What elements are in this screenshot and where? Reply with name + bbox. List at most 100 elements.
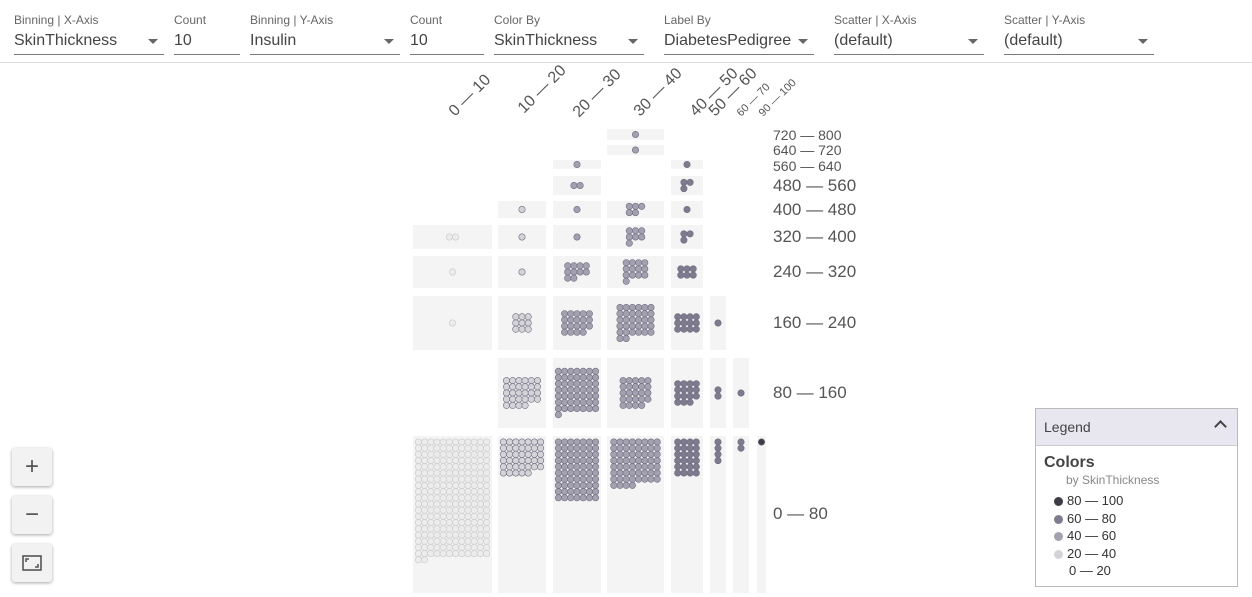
data-point bbox=[414, 550, 422, 558]
data-point bbox=[573, 392, 581, 400]
data-point bbox=[421, 494, 429, 502]
data-point bbox=[458, 550, 466, 558]
data-point bbox=[641, 444, 649, 452]
data-point bbox=[554, 444, 562, 452]
data-point bbox=[421, 475, 429, 483]
binning-x-axis-dropdown[interactable]: Binning | X-Axis SkinThickness bbox=[14, 0, 164, 60]
bin-cell bbox=[757, 436, 766, 593]
color-by-value: SkinThickness bbox=[494, 32, 598, 49]
zoom-in-button[interactable]: + bbox=[12, 448, 52, 486]
data-point bbox=[628, 457, 636, 465]
data-point bbox=[458, 519, 466, 527]
data-point bbox=[561, 398, 569, 406]
data-point bbox=[647, 444, 655, 452]
data-point bbox=[576, 182, 584, 190]
data-point bbox=[518, 457, 526, 465]
data-point bbox=[452, 525, 460, 533]
y-bin-label: 400 — 480 bbox=[773, 200, 856, 219]
data-point bbox=[414, 525, 422, 533]
data-point bbox=[647, 475, 655, 483]
data-point bbox=[567, 475, 575, 483]
data-point bbox=[647, 463, 655, 471]
data-point bbox=[530, 444, 538, 452]
data-point bbox=[554, 481, 562, 489]
data-point bbox=[561, 444, 569, 452]
data-point bbox=[464, 506, 472, 514]
data-point bbox=[631, 131, 639, 139]
data-point bbox=[483, 475, 491, 483]
x-count-input[interactable]: Count 10 bbox=[174, 0, 240, 60]
data-point bbox=[470, 531, 478, 539]
data-point bbox=[622, 469, 630, 477]
data-point bbox=[421, 444, 429, 452]
data-point bbox=[592, 450, 600, 458]
data-point bbox=[644, 389, 652, 397]
data-point bbox=[625, 209, 633, 217]
data-point bbox=[610, 475, 618, 483]
data-point bbox=[585, 386, 593, 394]
data-point bbox=[537, 444, 545, 452]
data-point bbox=[524, 313, 532, 321]
legend-swatch bbox=[1054, 514, 1063, 524]
data-point bbox=[427, 525, 435, 533]
data-point bbox=[524, 438, 532, 446]
data-point bbox=[622, 457, 630, 465]
data-point bbox=[635, 475, 643, 483]
data-point bbox=[537, 463, 545, 471]
data-point bbox=[616, 334, 624, 342]
data-point bbox=[464, 444, 472, 452]
data-point bbox=[502, 395, 510, 403]
legend-header[interactable]: Legend bbox=[1036, 409, 1237, 446]
scatter-y-axis-dropdown[interactable]: Scatter | Y-Axis (default) bbox=[1004, 0, 1154, 60]
data-point bbox=[622, 463, 630, 471]
legend-item-label: 20 — 40 bbox=[1067, 545, 1117, 561]
data-point bbox=[458, 475, 466, 483]
data-point bbox=[509, 377, 517, 385]
data-point bbox=[573, 404, 581, 412]
label-by-dropdown[interactable]: Label By DiabetesPedigree bbox=[664, 0, 814, 60]
data-point bbox=[579, 488, 587, 496]
data-point bbox=[470, 457, 478, 465]
data-point bbox=[680, 325, 688, 333]
data-point bbox=[647, 316, 655, 324]
data-point bbox=[433, 463, 441, 471]
data-point bbox=[464, 500, 472, 508]
binning-y-axis-dropdown[interactable]: Binning | Y-Axis Insulin bbox=[250, 0, 400, 60]
data-point bbox=[458, 444, 466, 452]
zoom-out-button[interactable]: − bbox=[12, 496, 52, 534]
data-point bbox=[692, 313, 700, 321]
data-point bbox=[433, 444, 441, 452]
data-point bbox=[527, 395, 535, 403]
data-point bbox=[674, 457, 682, 465]
fit-screen-button[interactable] bbox=[12, 544, 52, 582]
data-point bbox=[686, 463, 694, 471]
data-point bbox=[573, 316, 581, 324]
data-point bbox=[585, 322, 593, 330]
data-point bbox=[714, 444, 722, 452]
legend-subtitle: by SkinThickness bbox=[1066, 473, 1160, 487]
scatter-x-axis-dropdown[interactable]: Scatter | X-Axis (default) bbox=[834, 0, 984, 60]
data-point bbox=[638, 401, 646, 409]
data-point bbox=[427, 475, 435, 483]
data-point bbox=[579, 481, 587, 489]
data-point bbox=[622, 450, 630, 458]
data-point bbox=[512, 450, 520, 458]
data-point bbox=[680, 457, 688, 465]
binning-y-axis-value: Insulin bbox=[250, 32, 297, 49]
data-point bbox=[452, 500, 460, 508]
data-point bbox=[470, 475, 478, 483]
data-point bbox=[483, 463, 491, 471]
legend-item-label: 80 — 100 bbox=[1067, 493, 1124, 508]
y-count-input[interactable]: Count 10 bbox=[410, 0, 484, 60]
data-point bbox=[464, 457, 472, 465]
data-point bbox=[452, 457, 460, 465]
data-point bbox=[521, 377, 529, 385]
chevron-up-icon[interactable] bbox=[1214, 420, 1227, 433]
data-point bbox=[619, 383, 627, 391]
data-point bbox=[585, 398, 593, 406]
data-point bbox=[674, 386, 682, 394]
toolbar: Binning | X-Axis SkinThickness Count 10 … bbox=[0, 0, 1252, 63]
data-point bbox=[445, 494, 453, 502]
color-by-dropdown[interactable]: Color By SkinThickness bbox=[494, 0, 644, 60]
